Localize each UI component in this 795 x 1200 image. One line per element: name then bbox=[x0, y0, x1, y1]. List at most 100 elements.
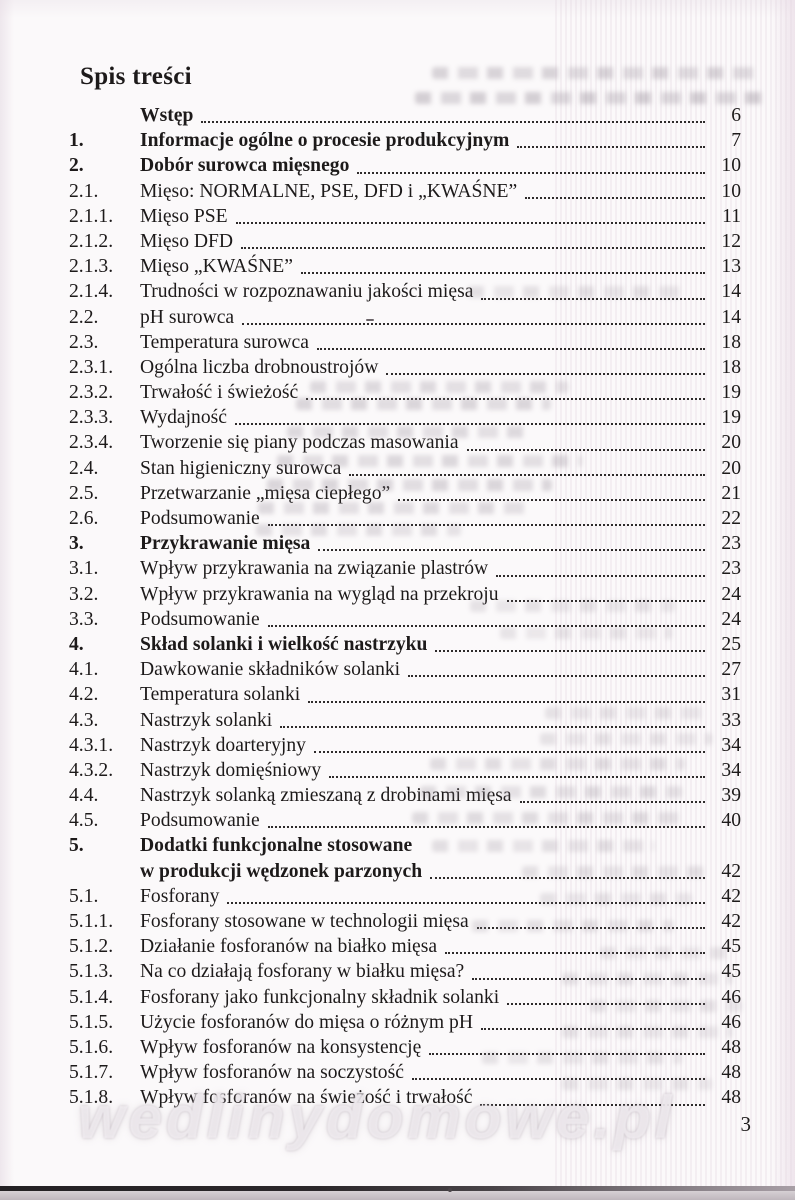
scan-bleedthrough-artifact bbox=[432, 67, 757, 79]
toc-dot-leader bbox=[519, 801, 705, 804]
toc-entry-page: 18 bbox=[721, 331, 741, 353]
toc-entry-page: 19 bbox=[721, 407, 741, 429]
toc-entry-title: Nastrzyk solanki bbox=[140, 709, 273, 731]
toc-row: 5.1.8. Wpływ fosforanów na świeżość i tr… bbox=[69, 1085, 741, 1110]
toc-entry-page: 46 bbox=[721, 1011, 741, 1033]
toc-entry-number: 2.1.3. bbox=[69, 256, 114, 278]
toc-entry-number: 4.2. bbox=[69, 684, 99, 706]
toc-dot-leader bbox=[398, 499, 705, 501]
toc-entry-page: 14 bbox=[721, 281, 741, 303]
toc-entry-number: 5. bbox=[69, 835, 84, 857]
toc-entry-page: 39 bbox=[721, 785, 741, 807]
toc-entry-title: Informacje ogólne o procesie produkcyjny… bbox=[140, 130, 510, 152]
toc-entry-title: Podsumowanie bbox=[140, 608, 260, 630]
toc-dot-leader bbox=[267, 524, 705, 527]
toc-entry-number: 3.2. bbox=[69, 583, 99, 605]
toc-entry-title: Na co działają fosforany w białku mięsa? bbox=[140, 961, 465, 983]
toc-entry-number: 2.1. bbox=[69, 180, 99, 202]
toc-entry-title: Ogólna liczba drobnoustrojów bbox=[140, 356, 379, 378]
toc-entry-title: Trudności w rozpoznawaniu jakości mięsa bbox=[140, 281, 474, 303]
toc-dot-leader bbox=[349, 473, 705, 476]
toc-entry-number: 2.6. bbox=[69, 508, 99, 529]
toc-row: 5.1.4. Fosforany jako funkcjonalny skład… bbox=[69, 985, 741, 1010]
toc-entry-page: 45 bbox=[721, 961, 741, 983]
toc-dot-leader bbox=[481, 297, 705, 300]
toc-dot-leader bbox=[429, 1053, 705, 1056]
toc-dot-leader bbox=[476, 927, 705, 930]
toc-entry-page: 45 bbox=[721, 936, 741, 958]
toc-entry-page: 20 bbox=[721, 457, 741, 479]
toc-dot-leader bbox=[445, 952, 705, 955]
toc-row: 4.5. Podsumowanie 40 bbox=[69, 808, 741, 833]
toc-entry-number: 2.1.4. bbox=[69, 281, 114, 303]
toc-dot-leader bbox=[267, 826, 705, 829]
scan-page-edge-line bbox=[0, 1186, 795, 1191]
toc-entry-page: 7 bbox=[731, 130, 741, 152]
toc-row: 4. Skład solanki i wielkość nastrzyku 25 bbox=[69, 632, 741, 657]
toc-row: 5.1. Fosforany 42 bbox=[69, 884, 741, 909]
toc-row: 4.3. Nastrzyk solanki 33 bbox=[69, 708, 741, 733]
toc-dot-leader bbox=[329, 776, 705, 779]
toc-entry-number: 2.1.1. bbox=[69, 205, 114, 227]
toc-entry-number: 5.1.5. bbox=[69, 1011, 114, 1033]
toc-entry-title: pH surowca bbox=[140, 306, 235, 328]
toc-entry-number: 5.1.2. bbox=[69, 936, 114, 958]
toc-row: 2.1.3. Mięso „KWAŚNE” 13 bbox=[69, 254, 741, 279]
toc-entry-page: 34 bbox=[721, 734, 741, 756]
toc-row: 4.2. Temperatura solanki 31 bbox=[69, 682, 741, 707]
toc-entry-page: 24 bbox=[721, 583, 741, 605]
toc-entry-number: 5.1.4. bbox=[69, 986, 114, 1008]
toc-entry-title: Fosforany stosowane w technologii mięsa bbox=[140, 911, 469, 932]
toc-entry-number: 5.1.1. bbox=[69, 911, 114, 932]
toc-entry-page: 23 bbox=[721, 533, 741, 555]
toc-dot-leader bbox=[466, 448, 705, 451]
toc-entry-page: 48 bbox=[721, 1087, 741, 1109]
toc-row: 2.4. Stan higieniczny surowca 20 bbox=[69, 456, 741, 481]
toc-entry-number: 2.3.3. bbox=[69, 407, 114, 429]
toc-entry-title: Wpływ fosforanów na świeżość i trwałość bbox=[140, 1087, 473, 1109]
toc-entry-page: 34 bbox=[721, 759, 741, 781]
toc-entry-page: 24 bbox=[721, 608, 741, 630]
toc-entry-page: 31 bbox=[721, 684, 741, 706]
toc-entry-number: 4.4. bbox=[69, 785, 99, 807]
toc-dot-leader bbox=[313, 750, 705, 753]
toc-entry-title: Fosforany bbox=[140, 885, 220, 907]
toc-entry-page: 40 bbox=[721, 810, 741, 832]
toc-row: 3. Przykrawanie mięsa 23 bbox=[69, 531, 741, 556]
toc-entry-page: 18 bbox=[721, 356, 741, 378]
toc-entry-page: 42 bbox=[721, 885, 741, 907]
toc-entry-number: 4.3.1. bbox=[69, 734, 114, 756]
toc-row: 2.6. Podsumowanie 22 bbox=[69, 506, 741, 531]
toc-entry-number: 4.3. bbox=[69, 709, 99, 731]
toc-dot-leader bbox=[235, 221, 705, 224]
toc-entry-page: 19 bbox=[721, 382, 741, 404]
toc-entry-number: 4.5. bbox=[69, 810, 99, 832]
toc-row: 5.1.5. Użycie fosforanów do mięsa o różn… bbox=[69, 1010, 741, 1035]
toc-entry-number: 3. bbox=[69, 533, 84, 555]
toc-entry-page: 48 bbox=[721, 1062, 741, 1084]
toc-row: 2. Dobór surowca mięsnego 10 bbox=[69, 153, 741, 178]
toc-entry-title: Mięso DFD bbox=[140, 230, 234, 252]
toc-entry-number: 3.1. bbox=[69, 558, 99, 580]
toc-row: 2.1.1. Mięso PSE 11 bbox=[69, 204, 741, 229]
toc-row: Wstęp 6 bbox=[69, 103, 741, 128]
toc-entry-page: 46 bbox=[721, 986, 741, 1008]
toc-dot-leader bbox=[411, 1078, 705, 1081]
toc-dot-leader bbox=[300, 272, 705, 275]
toc-entry-number: 2.3. bbox=[69, 331, 99, 353]
toc-dot-leader bbox=[280, 725, 705, 728]
toc-entry-number: 5.1.3. bbox=[69, 961, 114, 983]
toc-entry-page: 25 bbox=[721, 633, 741, 655]
toc-dot-leader bbox=[316, 347, 705, 350]
toc-entry-title: Dawkowanie składników solanki bbox=[140, 659, 401, 681]
toc-row: w produkcji wędzonek parzonych 42 bbox=[69, 859, 741, 884]
toc-dot-leader bbox=[472, 977, 705, 980]
toc-row: 2.3. Temperatura surowca 18 bbox=[69, 330, 741, 355]
toc-entry-title: Podsumowanie bbox=[140, 810, 260, 832]
toc-entry-number: 4.3.2. bbox=[69, 759, 114, 781]
toc-row: 2.1.4. Trudności w rozpoznawaniu jakości… bbox=[69, 279, 741, 304]
toc-entry-page: 42 bbox=[721, 911, 741, 932]
toc-dot-leader bbox=[267, 624, 705, 627]
toc-entry-number: 2.1.2. bbox=[69, 230, 114, 252]
toc-entry-title: Wydajność bbox=[140, 407, 227, 429]
